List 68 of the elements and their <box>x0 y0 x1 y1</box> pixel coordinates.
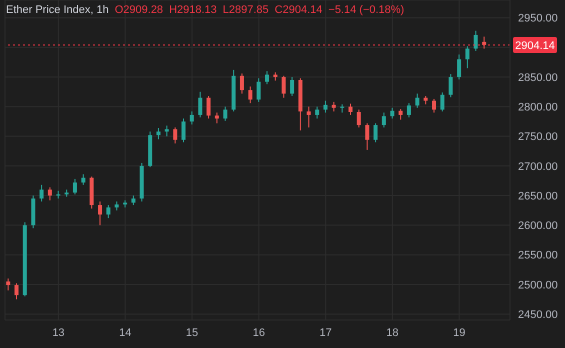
candlestick <box>190 110 194 125</box>
candlestick <box>6 278 10 291</box>
candlestick <box>14 282 19 300</box>
candlestick <box>164 125 169 137</box>
candlestick <box>156 128 160 140</box>
y-tick-label: 2750.00 <box>518 131 558 144</box>
candlestick <box>173 126 178 144</box>
candlestick <box>465 46 470 69</box>
x-tick-label: 18 <box>386 326 399 339</box>
candlestick <box>106 204 110 219</box>
x-tick-label: 14 <box>119 326 132 339</box>
candlestick <box>223 106 228 122</box>
candlestick <box>323 100 328 114</box>
chart-title: Ether Price Index, 1h <box>6 4 109 16</box>
candlestick <box>198 91 202 118</box>
candlestick <box>482 36 486 50</box>
annotation: H2918.13 <box>169 4 217 16</box>
candlestick <box>282 75 286 98</box>
y-tick-label: 2700.00 <box>518 160 558 173</box>
x-tick-label: 15 <box>186 326 198 339</box>
annotation: C2904.14 <box>274 4 322 16</box>
candlestick <box>440 92 444 112</box>
candlestick <box>290 76 294 96</box>
candlestick <box>72 178 77 195</box>
candlestick <box>474 30 478 52</box>
x-tick-label: 17 <box>320 326 332 339</box>
candlestick <box>182 118 186 143</box>
x-tick-label: 13 <box>52 326 65 339</box>
x-tick-label: 16 <box>252 326 265 339</box>
candlestick <box>214 112 219 124</box>
y-tick-label: 2800.00 <box>518 102 558 114</box>
candlestick <box>240 72 244 94</box>
y-tick-label: 2950.00 <box>518 12 558 25</box>
candlestick <box>248 86 252 104</box>
candlestick <box>98 200 102 226</box>
candlestick <box>406 102 411 118</box>
y-tick-label: 2550.00 <box>518 250 558 262</box>
y-tick-label: 2850.00 <box>518 72 558 84</box>
candlestick <box>81 174 86 186</box>
candlestick <box>315 106 320 120</box>
candlestick <box>415 93 420 108</box>
candlestick <box>265 70 270 85</box>
candlestick <box>48 186 52 201</box>
y-tick-label: 2500.00 <box>518 279 558 292</box>
candlestick <box>131 195 136 206</box>
y-tick-label: 2600.00 <box>518 220 558 232</box>
candlestick <box>306 106 311 128</box>
candlestick <box>256 78 261 102</box>
annotation: −5.14 (−0.18%) <box>328 4 404 16</box>
candlestick <box>390 107 394 120</box>
candlestick <box>40 184 44 202</box>
candlestick <box>356 109 361 128</box>
candlestick <box>448 74 453 98</box>
candlestick <box>382 112 386 128</box>
y-tick-label: 2450.00 <box>518 308 558 321</box>
y-tick-label: 2650.00 <box>518 190 558 202</box>
annotation: L2897.85 <box>222 4 269 16</box>
candlestick <box>365 122 370 150</box>
x-tick-label: 19 <box>453 326 466 339</box>
candlestick <box>332 101 336 112</box>
candlestick <box>398 108 403 120</box>
annotation: O2909.28 <box>114 4 164 16</box>
candlestick <box>206 96 211 120</box>
candlestick <box>348 103 353 116</box>
candlestick <box>374 122 378 143</box>
ref-line-label: 2904.14 <box>515 40 555 52</box>
candlestick <box>457 54 462 80</box>
candlestick <box>432 98 436 114</box>
